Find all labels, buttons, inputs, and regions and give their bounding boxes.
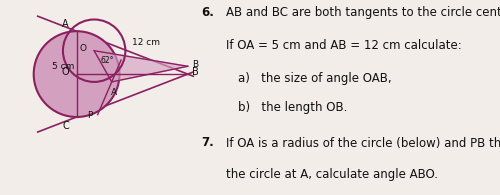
Circle shape [34,31,120,117]
Text: 6.: 6. [201,6,214,19]
Text: If OA = 5 cm and AB = 12 cm calculate:: If OA = 5 cm and AB = 12 cm calculate: [226,39,461,52]
Text: 62°: 62° [101,56,114,65]
Text: 12 cm: 12 cm [132,38,160,47]
Text: b)   the length OB.: b) the length OB. [238,101,347,114]
Text: O: O [80,44,86,53]
Text: C: C [62,121,69,131]
Text: AB and BC are both tangents to the circle centre O (left).: AB and BC are both tangents to the circl… [226,6,500,19]
Text: B: B [192,60,198,69]
Text: If OA is a radius of the circle (below) and PB the tangent to: If OA is a radius of the circle (below) … [226,136,500,150]
Text: the circle at A, calculate angle ABO.: the circle at A, calculate angle ABO. [226,168,438,181]
Text: O: O [61,67,69,77]
Text: P: P [87,111,92,120]
Text: a)   the size of angle OAB,: a) the size of angle OAB, [238,72,392,85]
Text: B: B [192,67,198,77]
Text: A: A [110,88,116,97]
Text: A: A [62,19,69,29]
Text: 5 cm: 5 cm [52,62,74,71]
Text: 7.: 7. [201,136,214,150]
Polygon shape [94,51,188,82]
